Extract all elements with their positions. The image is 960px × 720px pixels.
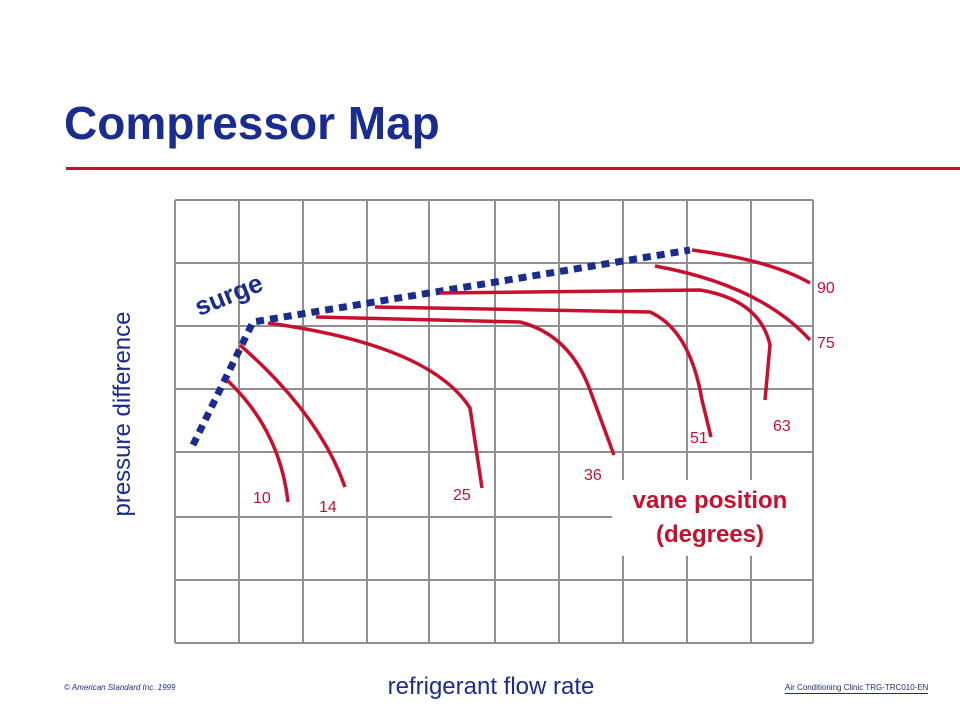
course-footer: Air Conditioning Clinic TRG-TRC010-EN xyxy=(785,683,929,694)
copyright-footer: © American Standard Inc. 1999 xyxy=(64,683,176,692)
vane-curve-36 xyxy=(315,315,616,456)
vane-curve-10 xyxy=(225,378,290,503)
page-title: Compressor Map xyxy=(64,97,440,149)
legend-units: (degrees) xyxy=(656,521,764,548)
vane-curve-51 xyxy=(374,305,713,438)
vane-label-51: 51 xyxy=(690,430,708,447)
vane-label-36: 36 xyxy=(584,467,602,484)
vane-label-63: 63 xyxy=(773,418,791,435)
legend-title: vane position xyxy=(633,487,788,514)
vane-label-10: 10 xyxy=(253,490,271,507)
vane-label-90: 90 xyxy=(817,280,835,297)
surge-label: surge xyxy=(190,267,267,321)
x-axis-label: refrigerant flow rate xyxy=(388,673,595,700)
vane-label-14: 14 xyxy=(319,499,337,516)
vane-curve-63 xyxy=(439,288,772,401)
surge-line xyxy=(189,246,691,447)
vane-curve-25 xyxy=(267,321,484,489)
y-axis-label: pressure difference xyxy=(109,311,136,516)
vane-curve-90 xyxy=(691,248,811,285)
vane-label-75: 75 xyxy=(817,335,835,352)
vane-curve-75 xyxy=(654,264,812,342)
grid xyxy=(174,199,814,644)
legend-background xyxy=(612,480,812,556)
title-divider xyxy=(66,167,960,170)
vane-curve-14 xyxy=(238,343,347,488)
vane-label-25: 25 xyxy=(453,487,471,504)
